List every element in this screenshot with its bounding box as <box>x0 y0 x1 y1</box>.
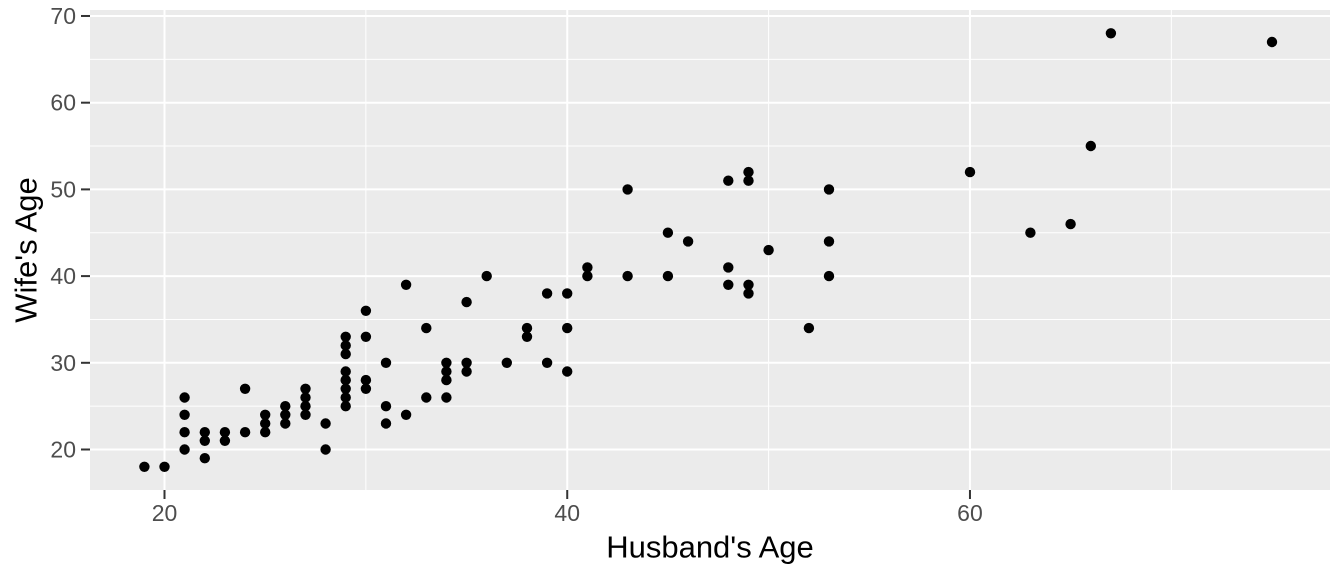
plot-panel-background <box>90 10 1330 490</box>
data-point <box>622 270 633 282</box>
data-point <box>723 262 734 273</box>
data-point <box>380 418 392 429</box>
y-tick-label: 20 <box>50 437 76 463</box>
data-point <box>199 453 210 464</box>
data-point <box>562 322 573 334</box>
data-point <box>260 427 271 438</box>
data-point <box>521 322 533 334</box>
x-tick-label: 20 <box>152 500 178 526</box>
data-point <box>340 374 351 386</box>
data-point <box>823 270 835 282</box>
data-point <box>360 383 372 394</box>
data-point <box>743 288 754 299</box>
data-point <box>803 322 815 334</box>
x-axis-title: Husband's Age <box>606 529 814 565</box>
data-point <box>582 262 593 273</box>
data-point <box>441 357 452 368</box>
data-point <box>823 184 835 195</box>
data-point <box>320 418 331 429</box>
data-point <box>179 427 190 438</box>
data-point <box>541 357 553 368</box>
data-point <box>179 409 190 420</box>
x-tick-label: 60 <box>957 500 983 526</box>
data-point <box>340 401 351 412</box>
y-axis-title: Wife's Age <box>8 177 44 323</box>
data-point <box>380 401 392 412</box>
data-point <box>562 288 573 299</box>
data-point <box>743 166 754 178</box>
data-point <box>380 357 392 368</box>
data-point <box>421 322 432 334</box>
data-point <box>1065 218 1076 230</box>
data-point <box>340 340 351 351</box>
data-point <box>723 175 734 186</box>
data-point <box>823 236 835 247</box>
data-point <box>320 444 331 455</box>
data-point <box>461 296 472 308</box>
data-point <box>260 418 271 429</box>
data-point <box>582 270 593 282</box>
data-point <box>280 409 291 420</box>
data-point <box>139 461 150 472</box>
data-point <box>340 331 351 342</box>
data-point <box>280 418 291 429</box>
data-point <box>239 427 251 438</box>
data-point <box>300 383 311 394</box>
data-point <box>199 435 210 446</box>
data-point <box>360 305 372 316</box>
data-point <box>300 392 311 403</box>
data-point <box>461 366 472 377</box>
y-tick-label: 60 <box>50 90 76 116</box>
data-point <box>622 184 633 195</box>
data-point <box>501 357 512 368</box>
data-point <box>340 366 351 377</box>
data-point <box>1266 36 1278 48</box>
data-point <box>521 331 533 342</box>
data-point <box>541 288 553 299</box>
y-tick-label: 70 <box>50 3 76 29</box>
data-point <box>239 383 251 394</box>
data-point <box>763 244 774 256</box>
data-point <box>199 427 210 438</box>
data-point <box>400 409 412 420</box>
data-point <box>743 279 754 290</box>
data-point <box>280 401 291 412</box>
data-point <box>964 166 976 178</box>
data-point <box>743 175 754 186</box>
data-point <box>360 331 372 342</box>
data-point <box>1025 227 1036 238</box>
data-point <box>300 401 311 412</box>
data-point <box>441 366 452 377</box>
data-point <box>662 227 674 238</box>
data-point <box>219 435 231 446</box>
y-tick-label: 30 <box>50 350 76 376</box>
data-point <box>441 374 452 386</box>
data-point <box>159 461 170 472</box>
data-point <box>662 270 674 282</box>
data-point <box>340 392 351 403</box>
data-point <box>400 279 412 290</box>
data-point <box>340 348 351 360</box>
data-point <box>441 392 452 403</box>
y-tick-label: 50 <box>50 176 76 202</box>
data-point <box>481 270 492 282</box>
data-point <box>421 392 432 403</box>
data-point <box>179 444 190 455</box>
data-point <box>219 427 231 438</box>
data-point <box>360 374 372 386</box>
data-point <box>723 279 734 290</box>
y-tick-label: 40 <box>50 263 76 289</box>
data-point <box>260 409 271 420</box>
data-point <box>340 383 351 394</box>
x-tick-label: 40 <box>554 500 580 526</box>
data-point <box>562 366 573 377</box>
data-point <box>300 409 311 420</box>
data-point <box>461 357 472 368</box>
data-point <box>1085 140 1097 152</box>
data-point <box>179 392 190 403</box>
data-point <box>1105 28 1117 39</box>
data-point <box>682 236 694 247</box>
